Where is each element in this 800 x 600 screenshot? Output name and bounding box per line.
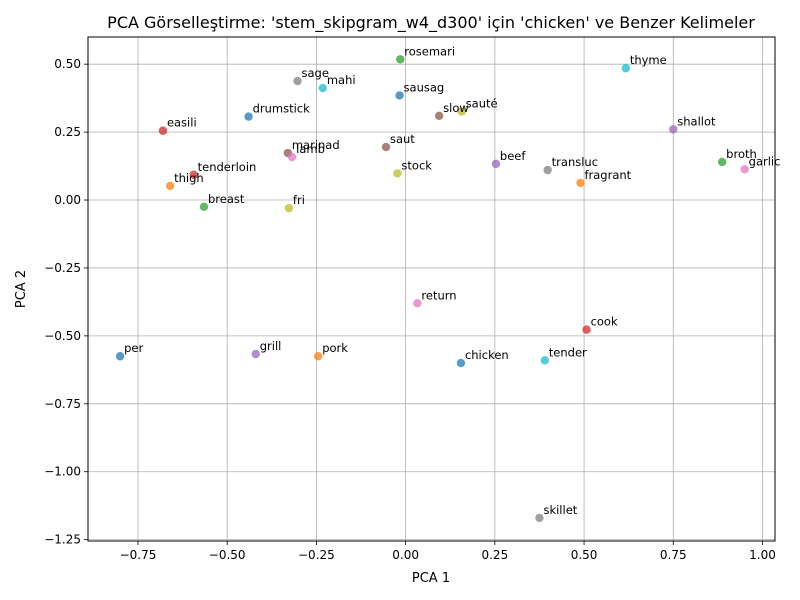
data-point-label: drumstick [253,102,311,116]
data-point-label: return [421,288,456,302]
data-point [740,165,749,174]
data-point [115,352,125,361]
x-tick-label: 0.00 [392,548,419,562]
data-point [251,349,260,359]
data-point-label: broth [726,147,757,161]
y-tick-label: −1.00 [44,465,81,479]
data-point [543,165,552,175]
data-point [284,203,294,213]
y-tick-label: 0.25 [54,125,81,139]
y-tick-label: −0.75 [44,397,81,411]
data-point-label: sausag [404,80,445,94]
data-point-label: stock [401,158,432,172]
y-tick-label: −1.25 [44,533,81,547]
y-axis-ticks: −1.25 −1.00 −0.75 −0.50 −0.25 0.00 0.25 0.50 [44,57,88,547]
data-point-label: thigh [174,171,204,185]
data-point-label: sage [301,66,328,80]
data-point [313,352,323,361]
plot-frame [87,36,776,542]
x-tick-label: 0.75 [660,548,687,562]
data-point [413,299,422,308]
data-point [582,325,591,334]
y-tick-label: 0.00 [54,193,81,207]
data-point [199,202,209,212]
data-point-label: cook [591,315,618,329]
y-tick-label: 0.50 [54,57,81,71]
data-point [576,178,585,188]
data-point-label: saut [390,132,415,146]
data-point [621,64,631,73]
plot-area [88,37,775,541]
data-point-label: easili [167,116,197,130]
data-point [396,55,405,64]
data-point [381,142,391,152]
y-axis-label: PCA 2 [14,270,29,308]
data-point-label: breast [208,192,245,206]
data-point [491,159,501,169]
data-point-label: lamb [296,142,325,156]
x-axis-ticks: −0.75 −0.50 −0.25 0.00 0.25 0.50 0.75 1.00 [120,541,776,562]
data-point-label: marinad [292,138,340,152]
data-point-label: garlic [749,154,781,168]
data-point-label: transluc [552,155,598,169]
data-point-label: mahi [327,73,356,87]
x-axis-label: PCA 1 [412,571,450,586]
data-point-label: fragrant [584,168,631,182]
data-point [287,152,297,162]
data-point [540,356,550,365]
x-tick-label: −0.25 [298,548,335,562]
grid-lines [88,37,775,541]
data-point [395,91,404,100]
data-point [393,169,402,178]
data-point-label: grill [260,339,282,353]
x-tick-label: 0.25 [481,548,508,562]
x-tick-label: 0.50 [571,548,598,562]
data-point [293,76,302,86]
data-point-label: rosemari [404,44,455,58]
x-tick-label: 1.00 [749,548,776,562]
x-tick-label: −0.50 [209,548,246,562]
data-point [189,170,198,179]
data-point-label: pork [322,341,348,355]
data-point [456,358,466,368]
data-point-label: slow [443,101,469,115]
data-point-label: skillet [543,503,577,517]
data-point-label: thyme [630,53,667,67]
data-point-label: chicken [465,348,509,362]
data-point-label: per [124,341,143,355]
data-point [165,181,175,191]
data-point-label: sauté [466,97,498,111]
y-tick-label: −0.25 [44,261,81,275]
data-point [535,513,544,523]
data-point [434,111,444,120]
data-point [717,157,727,167]
data-point-label: tender [549,345,587,359]
data-point-label: tenderloin [198,160,257,174]
data-point [669,125,678,134]
data-point-label: beef [500,149,526,163]
data-point [318,83,328,93]
data-point [457,107,466,116]
x-tick-label: −0.75 [120,548,157,562]
data-points [115,55,749,523]
y-tick-label: −0.50 [44,329,81,343]
data-point-label: fri [293,193,305,207]
chart-title: PCA Görselleştirme: 'stem_skipgram_w4_d3… [107,13,755,33]
data-point-label: shallot [677,114,716,128]
data-point [158,126,168,135]
data-point [244,112,253,121]
